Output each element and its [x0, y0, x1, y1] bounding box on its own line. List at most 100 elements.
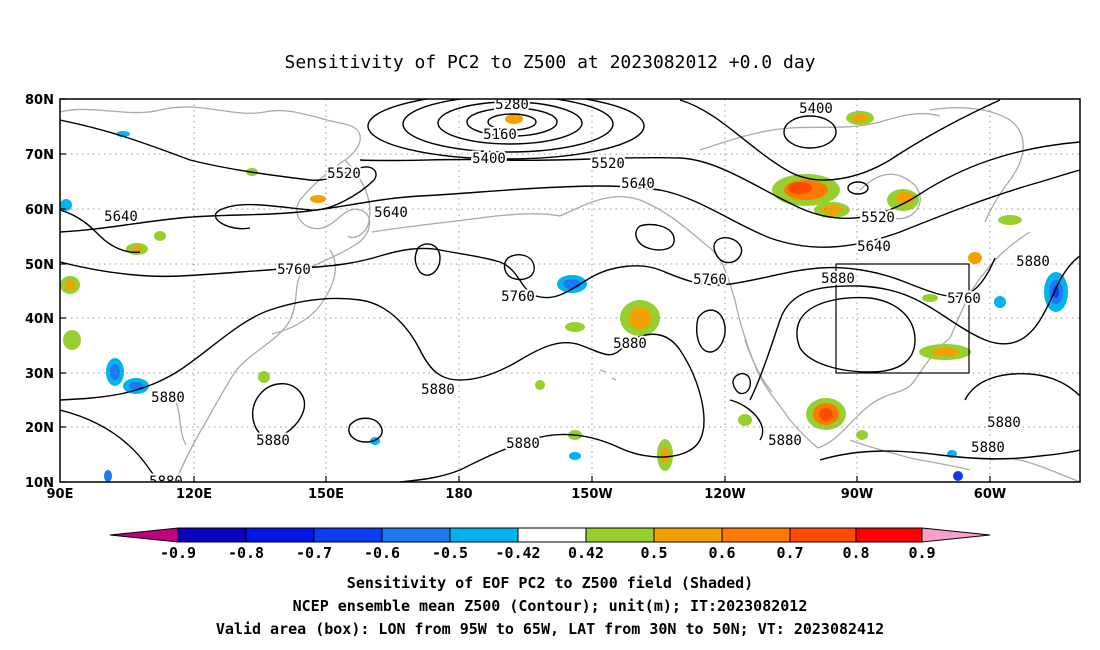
contour-label: 5880: [506, 436, 540, 452]
coastline-caribbean: [849, 439, 971, 471]
shade-blob: [569, 452, 581, 460]
contour-label: 5880: [1016, 254, 1050, 270]
contour-label: 5880: [971, 440, 1005, 456]
contour-label: 5640: [374, 205, 408, 221]
valid-area-box: [835, 263, 970, 374]
shade-blob: [60, 199, 72, 211]
colorbar-label: 0.6: [708, 544, 735, 562]
graticule: [60, 99, 1080, 482]
colorbar-label: -0.6: [364, 544, 400, 562]
colorbar-label: 0.5: [640, 544, 667, 562]
contour-5880-south: [819, 449, 1080, 461]
shade-blob: [738, 414, 752, 426]
contour-label: 5760: [693, 272, 727, 288]
shade-blob: [535, 380, 545, 390]
coastline-hawaii: [599, 369, 617, 381]
contour-low-ring: [402, 99, 614, 153]
lon-label: 150E: [308, 487, 344, 502]
contour-label: 5520: [591, 156, 625, 172]
figure-title: Sensitivity of PC2 to Z500 at 2023082012…: [284, 52, 815, 73]
shade-blob: [819, 408, 833, 420]
shade-blob: [565, 322, 585, 332]
contour-5640: [60, 169, 1080, 248]
contour-5880: [60, 297, 705, 482]
contour-5760-loop: [713, 237, 743, 264]
coastline-greenland: [929, 107, 1024, 223]
shade-blob: [629, 307, 651, 329]
lat-label: 50N: [25, 258, 54, 273]
shade-blob: [154, 231, 166, 241]
contour-label: 5160: [483, 127, 517, 143]
contour-5880-ridge: [749, 255, 1080, 401]
shade-blob: [994, 296, 1006, 308]
colorbar-label: -0.42: [495, 544, 540, 562]
shade-blob: [852, 114, 868, 122]
contour-label: 5760: [501, 289, 535, 305]
coastline-aleutians: [371, 213, 561, 233]
contour-low-ring: [367, 99, 645, 160]
lon-label: 60W: [974, 487, 1006, 502]
contour-label: 5880: [421, 382, 455, 398]
contour-5880-high: [796, 296, 916, 373]
colorbar-swatch: [789, 527, 857, 543]
contour-label: 5520: [861, 210, 895, 226]
coastline-gulf: [817, 337, 951, 449]
coastline-baja: [744, 339, 773, 393]
shade-blob: [822, 205, 842, 215]
coastline-hudson: [859, 173, 921, 220]
lon-label: 120E: [176, 487, 212, 502]
map-frame: [59, 98, 1081, 483]
colorbar-label: 0.42: [568, 544, 604, 562]
colorbar-swatch: [721, 527, 791, 543]
contour-label: 5400: [472, 151, 506, 167]
colorbar-label: 0.7: [776, 544, 803, 562]
contour-5880-loop: [696, 309, 726, 353]
contour-low-ring: [437, 101, 583, 145]
shade-blob: [132, 246, 142, 252]
coastline-asia-north: [60, 106, 361, 201]
contour-label: 5520: [327, 166, 361, 182]
colorbar-swatch: [585, 527, 655, 543]
contour-label: 5400: [799, 101, 833, 117]
colorbar-label: 0.8: [842, 544, 869, 562]
z500-contours: [60, 99, 1080, 482]
lon-label: 90E: [47, 487, 74, 502]
shade-blob: [661, 447, 669, 463]
contour-label: 5880: [821, 271, 855, 287]
caption-line-1: Sensitivity of EOF PC2 to Z500 field (Sh…: [347, 574, 753, 592]
contour-label: 5760: [947, 291, 981, 307]
contour-label: 5640: [857, 239, 891, 255]
colorbar-min-triangle: [109, 527, 179, 543]
shade-blob: [65, 280, 75, 290]
colorbar-max-triangle: [921, 527, 991, 543]
latitude-labels: 80N 70N 60N 50N 40N 30N 20N 10N: [25, 93, 54, 491]
shade-blob: [856, 430, 868, 440]
coastline-philippines: [174, 399, 187, 446]
coastlines: [60, 106, 1080, 482]
colorbar-label: 0.9: [908, 544, 935, 562]
lon-label: 180: [445, 487, 472, 502]
contour-5880-east: [964, 373, 1080, 401]
lon-label: 120W: [704, 487, 745, 502]
shade-blob: [129, 382, 143, 390]
shade-blob: [563, 279, 581, 289]
lat-label: 10N: [25, 476, 54, 491]
lat-label: 20N: [25, 421, 54, 436]
contour-5640-west: [60, 209, 141, 253]
axis-ticks: [60, 98, 991, 483]
contour-label: 5880: [613, 336, 647, 352]
shade-blob: [310, 195, 326, 203]
colorbar-swatch: [855, 527, 923, 543]
contour-5760-loop: [635, 223, 675, 251]
contour-low-ring: [466, 107, 558, 137]
contour-low-ring: [847, 181, 869, 195]
coastline-alaska: [559, 196, 736, 301]
contour-low-ring: [783, 115, 837, 149]
shade-blob: [104, 470, 112, 482]
colorbar-swatch: [449, 527, 519, 543]
coastline-kamchatka: [344, 159, 371, 239]
shade-blob: [953, 471, 963, 481]
contour-label: 5880: [149, 474, 183, 490]
colorbar-swatch: [177, 527, 247, 543]
